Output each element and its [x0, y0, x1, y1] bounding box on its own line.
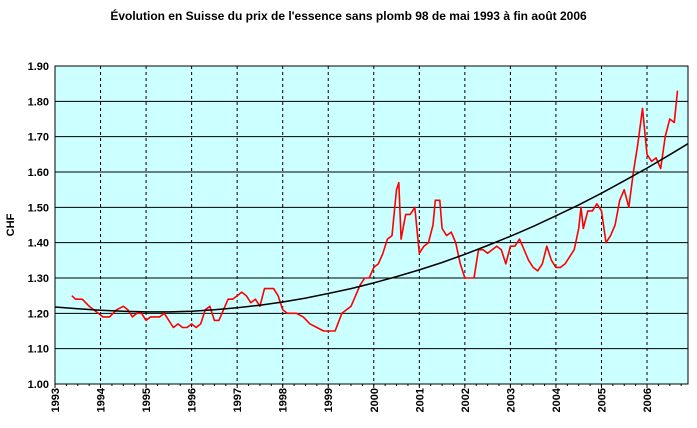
y-tick-label: 1.00	[28, 379, 49, 391]
y-tick-label: 1.90	[28, 61, 49, 73]
x-tick-label: 1998	[278, 388, 290, 412]
plot-area	[55, 66, 688, 384]
y-tick-label: 1.60	[28, 167, 49, 179]
axes: 1.00 1.10 1.20 1.30 1.40 1.50 1.60 1.70 1.80 1.90…	[28, 61, 682, 412]
x-tick-label: 1996	[187, 388, 199, 412]
y-tick-label: 1.80	[28, 96, 49, 108]
x-tick-label: 2001	[414, 388, 426, 412]
y-tick-label: 1.10	[28, 344, 49, 356]
price-line	[71, 90, 679, 332]
y-tick-label: 1.40	[28, 238, 49, 250]
y-tick-label: 1.30	[28, 273, 49, 285]
x-tick-label: 2006	[642, 388, 654, 412]
trend-line	[54, 143, 689, 313]
x-tick-label: 1994	[96, 387, 108, 412]
x-tick-label: 2002	[460, 388, 472, 412]
x-tick-label: 1997	[232, 388, 244, 412]
y-tick-label: 1.70	[28, 132, 49, 144]
x-tick-label: 1993	[50, 388, 62, 412]
x-tick-label: 2000	[369, 388, 381, 412]
x-tick-label: 2004	[551, 387, 563, 412]
plot-frame	[54, 65, 689, 385]
y-axis-label: CHF	[5, 213, 17, 236]
x-tick-label: 2005	[596, 388, 608, 412]
x-tick-label: 2003	[505, 388, 517, 412]
y-tick-label: 1.20	[28, 308, 49, 320]
y-tick-label: 1.50	[28, 202, 49, 214]
series	[54, 90, 689, 332]
x-tick-label: 1999	[323, 388, 335, 412]
x-tick-label: 1995	[141, 388, 153, 412]
chart-title: Évolution en Suisse du prix de l'essence…	[110, 9, 587, 23]
